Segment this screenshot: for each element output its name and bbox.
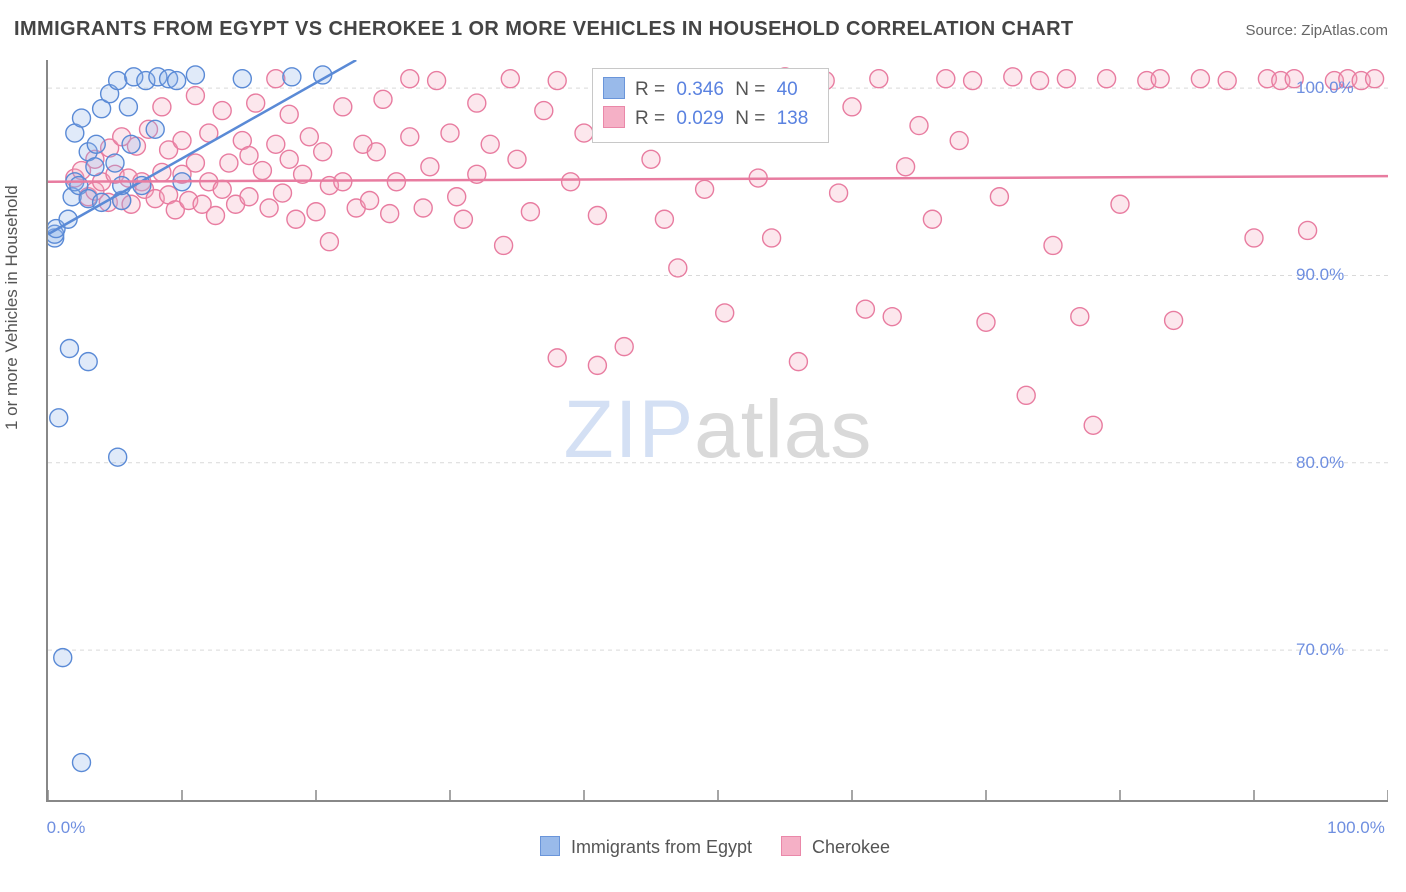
plot-area: ZIPatlas R = 0.346 N = 40 R = 0.029 N = …	[46, 60, 1388, 802]
scatter-svg	[48, 60, 1388, 800]
swatch-egypt	[603, 77, 625, 99]
legend-label-egypt: Immigrants from Egypt	[571, 837, 752, 857]
y-tick-label: 90.0%	[1296, 265, 1344, 285]
x-tick-label: 100.0%	[1327, 818, 1385, 838]
y-tick-label: 100.0%	[1296, 78, 1354, 98]
stat-r-egypt: 0.346	[670, 79, 730, 100]
x-axis-legend: Immigrants from Egypt Cherokee	[0, 836, 1406, 858]
stat-legend-box: R = 0.346 N = 40 R = 0.029 N = 138	[592, 68, 829, 143]
legend-swatch-cherokee	[781, 836, 801, 856]
source-label: Source: ZipAtlas.com	[1245, 22, 1388, 39]
stat-row-cherokee: R = 0.029 N = 138	[603, 104, 814, 133]
chart-title: IMMIGRANTS FROM EGYPT VS CHEROKEE 1 OR M…	[14, 18, 1074, 41]
stat-r-cherokee: 0.029	[670, 108, 730, 129]
x-tick-label: 0.0%	[47, 818, 86, 838]
chart-container: IMMIGRANTS FROM EGYPT VS CHEROKEE 1 OR M…	[0, 0, 1406, 892]
y-tick-label: 80.0%	[1296, 453, 1344, 473]
stat-row-egypt: R = 0.346 N = 40	[603, 75, 814, 104]
stat-n-cherokee: 138	[771, 108, 815, 129]
swatch-cherokee	[603, 106, 625, 128]
legend-label-cherokee: Cherokee	[812, 837, 890, 857]
legend-swatch-egypt	[540, 836, 560, 856]
stat-n-egypt: 40	[771, 79, 804, 100]
y-tick-label: 70.0%	[1296, 640, 1344, 660]
y-axis-label: 1 or more Vehicles in Household	[2, 185, 22, 430]
